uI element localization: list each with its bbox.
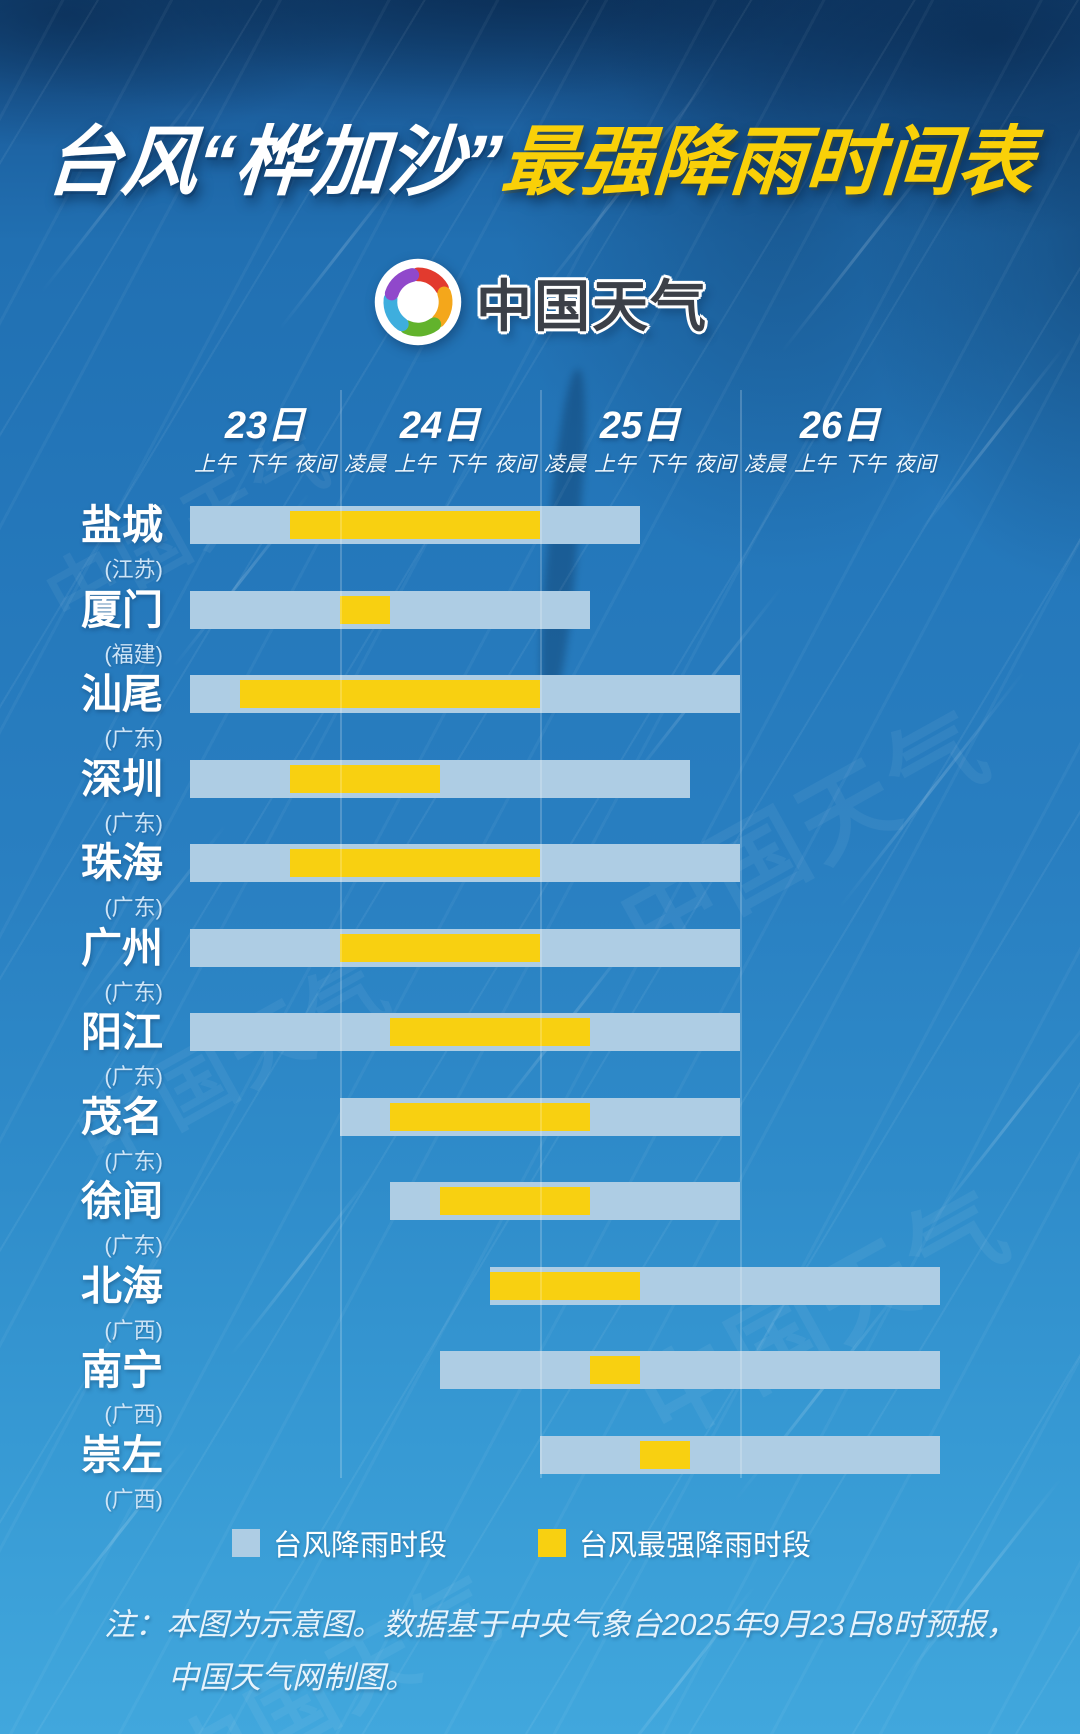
row-province-label: (广东) [104, 979, 163, 1005]
row-city-label: 阳江 [81, 1009, 163, 1055]
strongest-rain-bar [290, 764, 440, 793]
row-city-label: 厦门 [81, 586, 163, 633]
strongest-rain-bar [340, 595, 390, 624]
strongest-rain-bar [590, 1356, 640, 1384]
legend-item-rain: 台风降雨时段 [232, 1522, 447, 1564]
rain-period-bar [190, 590, 590, 629]
row-city-label: 深圳 [81, 755, 163, 802]
logo-text: 中国天气 [476, 274, 708, 338]
pinwheel-logo-icon [374, 258, 462, 346]
rain-period-bar [440, 1351, 940, 1389]
row-province-label: (广西) [104, 1402, 163, 1427]
row-province-label: (广西) [104, 1317, 163, 1343]
period-header: 下午 [644, 453, 686, 476]
row-province-label: (福建) [104, 641, 163, 667]
row-province-label: (广东) [104, 895, 163, 920]
strongest-rain-bar [340, 933, 540, 962]
row-city-label: 北海 [81, 1262, 163, 1309]
legend-rain-label: 台风降雨时段 [273, 1530, 448, 1562]
period-header: 上午 [394, 453, 436, 476]
row-city-label: 茂名 [81, 1093, 163, 1140]
period-header: 下午 [844, 453, 886, 476]
row-city-label: 广州 [81, 924, 163, 971]
rain-period-bar [540, 1435, 940, 1474]
row-province-label: (广西) [104, 1486, 163, 1512]
period-header: 上午 [594, 453, 636, 476]
period-header: 上午 [794, 453, 836, 476]
row-city-label: 盐城 [81, 502, 163, 548]
day-divider-line [340, 390, 342, 1478]
strongest-rain-bar [290, 849, 540, 877]
legend-item-strongest-rain: 台风最强降雨时段 [538, 1522, 811, 1564]
rain-period-swatch [232, 1529, 260, 1557]
strongest-rain-bar [390, 1018, 590, 1046]
row-province-label: (广东) [104, 1064, 163, 1089]
row-city-label: 南宁 [81, 1347, 163, 1393]
legend-strongest-label: 台风最强降雨时段 [579, 1530, 812, 1562]
china-weather-logo: 中国天气 [0, 256, 1080, 348]
day-header: 25日 [599, 405, 681, 447]
row-province-label: (广东) [104, 1233, 163, 1258]
row-province-label: (广东) [104, 726, 163, 751]
period-header: 凌晨 [544, 453, 586, 476]
strongest-rain-bar [240, 680, 540, 708]
day-header: 24日 [399, 405, 481, 447]
footnote-line2: 中国天气网制图。 [168, 1660, 416, 1695]
period-header: 凌晨 [344, 453, 386, 476]
period-header: 上午 [194, 453, 236, 476]
day-divider-line [740, 390, 742, 1478]
row-city-label: 崇左 [81, 1431, 163, 1478]
period-header: 凌晨 [744, 453, 786, 476]
period-header: 夜间 [694, 453, 736, 476]
strongest-rain-swatch [538, 1529, 566, 1557]
row-city-label: 珠海 [81, 840, 163, 886]
strongest-rain-bar [390, 1102, 590, 1131]
footnote: 注：本图为示意图。数据基于中央气象台2025年9月23日8时预报， 中国天气网制… [104, 1598, 1017, 1704]
row-province-label: (江苏) [104, 557, 163, 582]
strongest-rain-bar [440, 1187, 590, 1215]
day-header: 26日 [799, 405, 881, 447]
strongest-rain-bar [490, 1271, 640, 1300]
day-divider-line [540, 390, 542, 1478]
row-province-label: (广东) [104, 1148, 163, 1174]
period-header: 夜间 [294, 453, 336, 476]
row-province-label: (广东) [104, 810, 163, 836]
strongest-rain-bar [290, 511, 540, 539]
row-city-label: 汕尾 [81, 671, 163, 717]
period-header: 夜间 [494, 453, 536, 476]
period-header: 下午 [444, 453, 486, 476]
row-city-label: 徐闻 [81, 1178, 163, 1224]
period-header: 下午 [244, 453, 286, 476]
footnote-line1: 注：本图为示意图。数据基于中央气象台2025年9月23日8时预报， [104, 1607, 1017, 1642]
day-header: 23日 [224, 405, 306, 447]
rain-period-bar [190, 759, 690, 798]
strongest-rain-bar [640, 1440, 690, 1469]
period-header: 夜间 [894, 453, 936, 476]
